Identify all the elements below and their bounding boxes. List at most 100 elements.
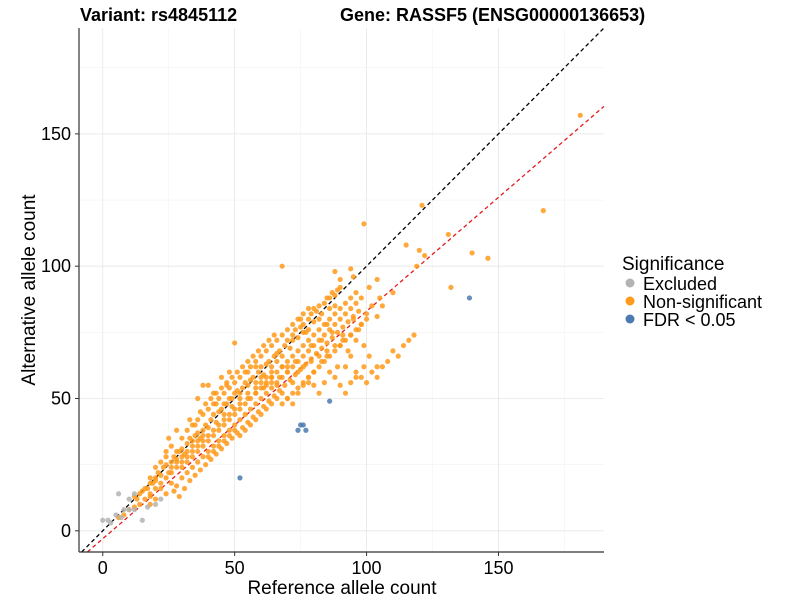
- point-non-significant: [229, 395, 235, 402]
- point-non-significant: [195, 443, 201, 449]
- point-non-significant: [321, 332, 327, 338]
- point-non-significant: [189, 464, 196, 470]
- point-non-significant: [308, 358, 314, 365]
- point-non-significant: [345, 348, 351, 354]
- point-non-significant: [247, 406, 254, 412]
- point-non-significant: [258, 364, 264, 370]
- point-non-significant: [142, 496, 148, 502]
- point-non-significant: [232, 411, 238, 417]
- point-non-significant: [271, 332, 277, 338]
- point-non-significant: [290, 401, 296, 407]
- point-non-significant: [279, 401, 285, 407]
- point-non-significant: [284, 395, 291, 402]
- point-non-significant: [189, 454, 196, 460]
- point-non-significant: [152, 464, 159, 470]
- point-non-significant: [327, 305, 333, 312]
- y-tick-label: 150: [41, 124, 71, 144]
- point-non-significant: [258, 353, 264, 359]
- point-non-significant: [232, 422, 238, 428]
- point-non-significant: [279, 332, 285, 338]
- point-non-significant: [361, 221, 367, 227]
- point-non-significant: [250, 353, 256, 359]
- point-non-significant: [210, 448, 217, 455]
- point-non-significant: [356, 327, 362, 333]
- point-non-significant: [300, 311, 306, 317]
- point-non-significant: [321, 300, 327, 306]
- point-non-significant: [221, 417, 227, 423]
- legend-label-non-significant: Non-significant: [643, 292, 762, 312]
- point-non-significant: [197, 467, 203, 473]
- point-non-significant: [324, 340, 330, 346]
- point-non-significant: [313, 308, 320, 314]
- point-non-significant: [184, 448, 190, 455]
- point-non-significant: [316, 303, 322, 309]
- point-excluded: [100, 517, 106, 523]
- x-tick-label: 0: [98, 558, 108, 578]
- point-non-significant: [258, 411, 264, 417]
- point-non-significant: [205, 438, 211, 444]
- point-non-significant: [192, 422, 198, 428]
- point-non-significant: [290, 353, 296, 359]
- point-non-significant: [332, 348, 338, 354]
- point-non-significant: [226, 432, 232, 439]
- point-non-significant: [290, 321, 296, 328]
- point-non-significant: [337, 382, 343, 388]
- point-non-significant: [253, 417, 259, 423]
- grid-lines: [79, 28, 604, 552]
- point-non-significant: [342, 390, 349, 396]
- point-non-significant: [369, 369, 375, 375]
- point-non-significant: [208, 417, 214, 423]
- point-non-significant: [195, 417, 201, 423]
- point-non-significant: [353, 290, 359, 296]
- point-non-significant: [361, 342, 367, 349]
- point-non-significant: [311, 382, 317, 388]
- point-non-significant: [316, 364, 322, 370]
- point-non-significant: [168, 443, 174, 449]
- point-non-significant: [400, 342, 407, 349]
- point-non-significant: [274, 369, 280, 375]
- point-non-significant: [163, 448, 169, 455]
- point-non-significant: [348, 266, 354, 272]
- point-non-significant: [416, 247, 422, 253]
- point-non-significant: [245, 390, 251, 396]
- point-non-significant: [295, 348, 301, 354]
- point-non-significant: [179, 459, 185, 465]
- point-non-significant: [316, 337, 322, 343]
- point-non-significant: [152, 496, 159, 502]
- point-non-significant: [311, 342, 317, 349]
- point-non-significant: [263, 406, 269, 412]
- point-non-significant: [261, 385, 267, 391]
- point-non-significant: [163, 454, 169, 460]
- point-non-significant: [189, 448, 196, 455]
- point-non-significant: [221, 432, 227, 439]
- point-excluded: [139, 517, 145, 523]
- point-non-significant: [216, 438, 222, 444]
- point-non-significant: [218, 374, 225, 380]
- point-non-significant: [147, 493, 153, 500]
- point-non-significant: [332, 311, 338, 317]
- point-non-significant: [210, 427, 217, 433]
- point-non-significant: [176, 493, 182, 500]
- point-non-significant: [300, 342, 306, 349]
- point-non-significant: [221, 390, 227, 396]
- point-non-significant: [319, 311, 325, 317]
- point-non-significant: [300, 380, 306, 386]
- point-non-significant: [334, 329, 341, 335]
- point-non-significant: [321, 380, 327, 386]
- x-tick-label: 50: [225, 558, 245, 578]
- point-non-significant: [216, 395, 222, 402]
- point-non-significant: [332, 374, 338, 380]
- point-excluded: [152, 501, 159, 507]
- point-non-significant: [469, 250, 475, 256]
- point-non-significant: [245, 382, 251, 388]
- point-non-significant: [303, 329, 309, 335]
- point-non-significant: [163, 491, 169, 497]
- point-non-significant: [311, 369, 317, 375]
- point-non-significant: [350, 313, 356, 320]
- y-tick-label: 100: [41, 256, 71, 276]
- point-non-significant: [266, 337, 272, 343]
- point-non-significant: [171, 488, 177, 494]
- reference-lines: [81, 27, 605, 553]
- point-non-significant: [221, 401, 227, 407]
